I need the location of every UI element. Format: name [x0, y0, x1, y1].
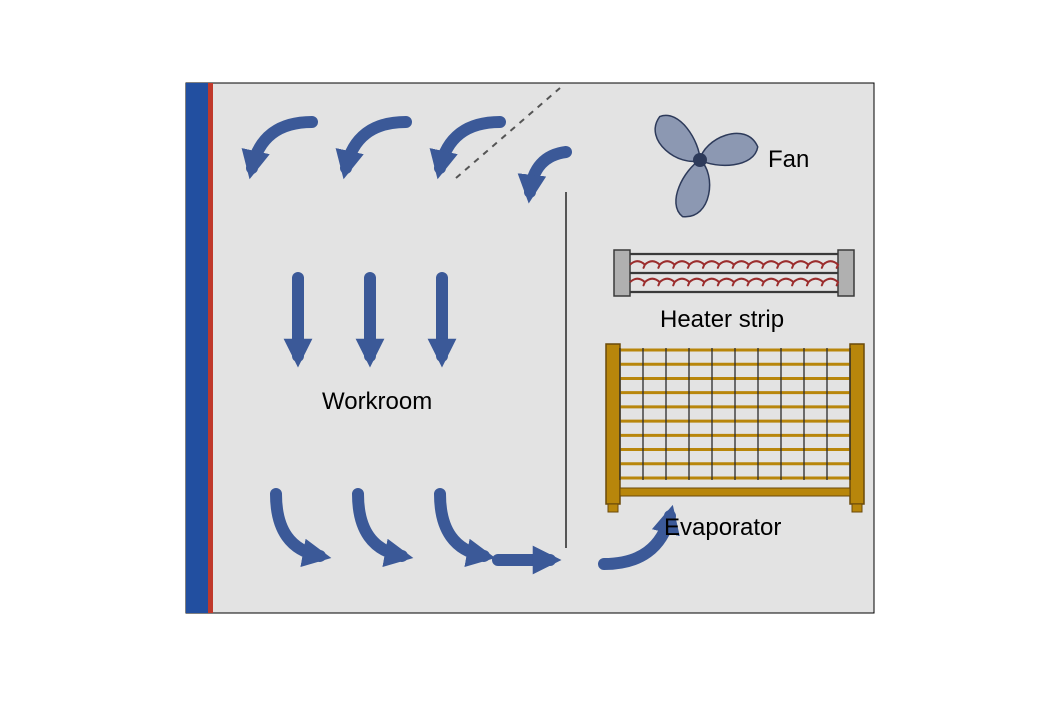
label-fan: Fan [768, 146, 809, 174]
label-heater: Heater strip [660, 306, 784, 334]
diagram-svg [0, 0, 1061, 700]
diagram-stage: Fan Heater strip Evaporator Workroom [0, 0, 1061, 700]
label-evaporator: Evaporator [664, 514, 781, 542]
panel-side-red [208, 83, 213, 613]
panel-side-blue [186, 83, 208, 613]
label-workroom: Workroom [322, 388, 432, 416]
